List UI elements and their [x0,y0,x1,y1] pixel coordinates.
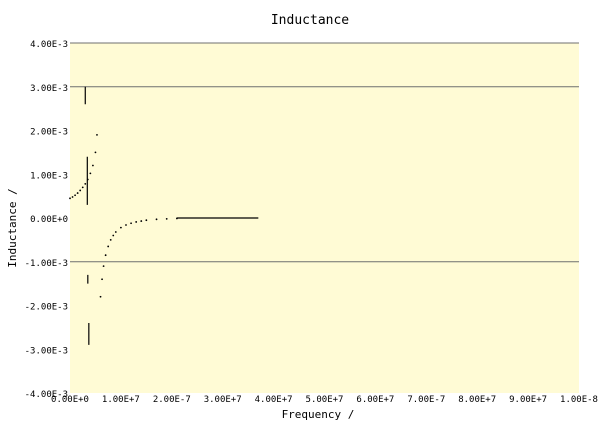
data-point [107,245,110,248]
y-tick-label: -2.00E-3 [25,303,68,313]
x-tick-label: 1.00E-8 [560,395,598,405]
y-tick-label: 0.00E+0 [30,215,68,225]
data-point [94,151,97,154]
y-tick-label: 1.00E-3 [30,171,68,181]
data-point [145,219,148,222]
data-point [89,172,92,175]
data-point [104,254,107,257]
chart-title: Inductance [271,13,349,28]
x-tick-label: 4.00E+7 [255,395,293,405]
x-tick-label: 9.00E+7 [509,395,547,405]
data-point [96,133,98,136]
grid-layer [70,42,579,263]
y-tick-label: -3.00E-3 [25,346,68,356]
x-tick-label: 8.00E+7 [458,395,496,405]
x-tick-label: 0.00E+0 [51,395,89,405]
y-tick-label: 2.00E-3 [30,128,68,138]
y-tick-label: -4.00E-3 [25,390,68,400]
data-point [99,295,102,298]
x-axis-ticks: 0.00E+0 1.00E+7 2.00E-7 3.00E+7 4.00E+7 5.00E… [51,395,598,405]
x-tick-label: 2.00E-7 [153,395,191,405]
data-point [84,182,87,185]
data-point [109,238,112,241]
data-point [130,222,132,225]
data-point [102,265,105,268]
data-point [92,164,94,167]
x-axis-label: Frequency / [282,408,355,421]
data-point [74,194,76,197]
series-layer [69,86,259,345]
y-tick-label: 3.00E-3 [30,84,68,94]
data-point [69,197,71,200]
y-tick-label: 4.00E-3 [30,40,68,50]
data-point [76,192,79,194]
data-point [165,217,168,220]
data-point [101,278,103,281]
x-tick-label: 6.00E+7 [356,395,394,405]
data-point [155,218,158,221]
data-point [81,186,84,189]
data-point [135,221,138,223]
x-tick-label: 5.00E+7 [306,395,344,405]
x-tick-label: 3.00E+7 [204,395,242,405]
data-point [114,231,117,233]
y-axis-ticks: 4.00E-3 3.00E-3 2.00E-3 1.00E-3 0.00E+0 -1.00… [25,40,68,400]
data-point [79,189,82,192]
y-axis-label: Inductance / [6,188,19,267]
data-point [140,220,143,222]
x-tick-label: 7.00E-7 [407,395,445,405]
y-tick-label: -1.00E-3 [25,259,68,269]
x-tick-label: 1.00E+7 [102,395,140,405]
data-point [125,224,127,226]
data-point [120,226,122,229]
data-point [112,234,115,237]
plot-area [70,43,579,393]
data-point [71,196,74,198]
